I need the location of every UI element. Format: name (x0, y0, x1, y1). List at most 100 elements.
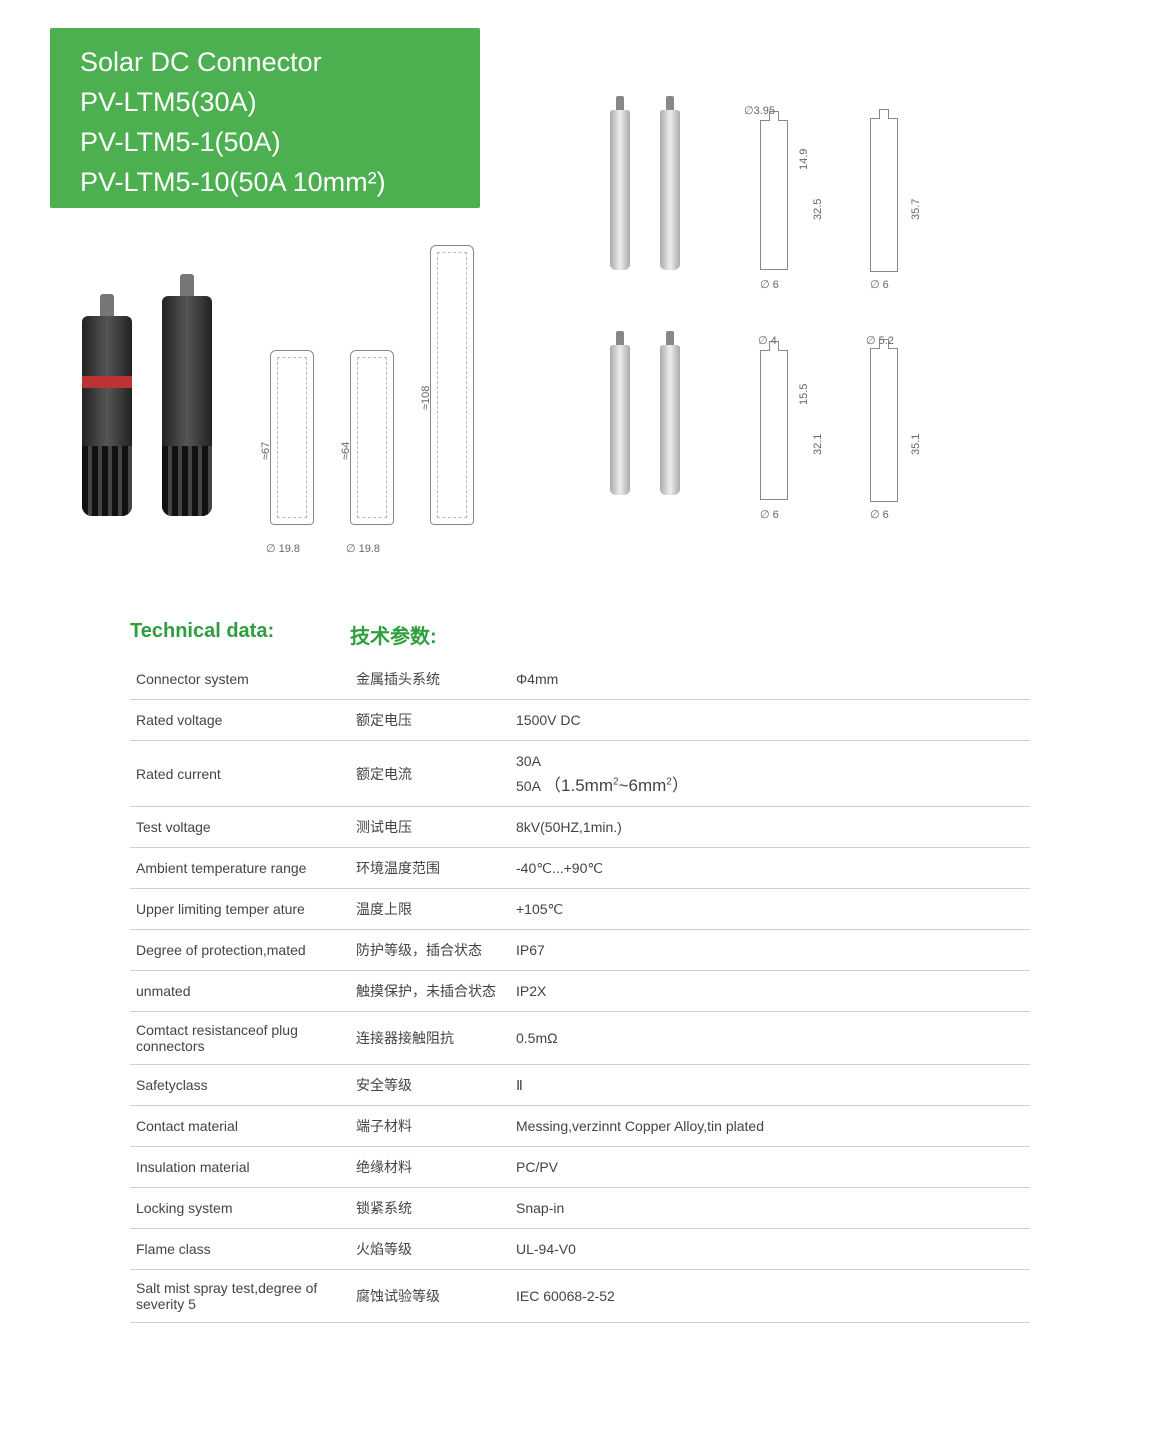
spec-val: 0.5mΩ (510, 1012, 1030, 1065)
dim-pin-ba-ht: 32.1 (812, 434, 824, 455)
spec-en: Salt mist spray test,degree of severity … (130, 1270, 350, 1323)
dim-pin-bb-diab: ∅ 6 (870, 508, 889, 521)
dim-conn-a-h: ≈67 (260, 442, 272, 460)
spec-val: IEC 60068-2-52 (510, 1270, 1030, 1323)
dim-pin-bb-ht: 35.1 (910, 434, 922, 455)
table-row: Ambient temperature range环境温度范围-40℃...+9… (130, 848, 1030, 889)
spec-cn: 额定电流 (350, 741, 510, 807)
spec-en: unmated (130, 971, 350, 1012)
spec-val: UL-94-V0 (510, 1229, 1030, 1270)
spec-cn: 火焰等级 (350, 1229, 510, 1270)
spec-cn: 测试电压 (350, 807, 510, 848)
title-line-2: PV-LTM5(30A) (80, 82, 454, 122)
spec-cn: 绝缘材料 (350, 1147, 510, 1188)
table-row: Contact material端子材料Messing,verzinnt Cop… (130, 1106, 1030, 1147)
spec-en: Safetyclass (130, 1065, 350, 1106)
spec-en: Contact material (130, 1106, 350, 1147)
dim-pin-ta-ht: 32.5 (812, 199, 824, 220)
connector-outline-a (270, 350, 314, 525)
dim-pin-tb-ht: 35.7 (910, 199, 922, 220)
spec-val: 30A50A （1.5mm2~6mm2） (510, 741, 1030, 807)
dim-conn-a-d: ∅ 19.8 (266, 542, 300, 555)
table-row: Salt mist spray test,degree of severity … (130, 1270, 1030, 1323)
pin-photo-top-1 (610, 110, 630, 270)
pin-photo-bot-2 (660, 345, 680, 495)
spec-en: Comtact resistanceof plug connectors (130, 1012, 350, 1065)
table-row: Rated current额定电流30A50A （1.5mm2~6mm2） (130, 741, 1030, 807)
table-row: Locking system锁紧系统Snap-in (130, 1188, 1030, 1229)
dim-conn-b-h: ≈64 (340, 442, 352, 460)
spec-en: Degree of protection,mated (130, 930, 350, 971)
spec-cn: 安全等级 (350, 1065, 510, 1106)
table-row: Rated voltage额定电压1500V DC (130, 700, 1030, 741)
pin-drawing-bot-a (760, 350, 788, 500)
spec-cn: 端子材料 (350, 1106, 510, 1147)
spec-en: Connector system (130, 659, 350, 700)
dim-pin-tb-diab: ∅ 6 (870, 278, 889, 291)
pin-drawing-top-b (870, 118, 898, 272)
table-row: Connector system金属插头系统Φ4mm (130, 659, 1030, 700)
spec-val: IP67 (510, 930, 1030, 971)
figure-area: ≈67 ∅ 19.8 ≈64 ∅ 19.8 ≈108 ∅3.95 14.9 32… (50, 230, 1110, 590)
dim-pin-ba-diab: ∅ 6 (760, 508, 779, 521)
spec-en: Upper limiting temper ature (130, 889, 350, 930)
spec-val: 8kV(50HZ,1min.) (510, 807, 1030, 848)
pin-photo-top-2 (660, 110, 680, 270)
table-row: Comtact resistanceof plug connectors连接器接… (130, 1012, 1030, 1065)
spec-val: Messing,verzinnt Copper Alloy,tin plated (510, 1106, 1030, 1147)
dim-pin-ta-diatop: ∅3.95 (744, 104, 775, 117)
spec-en: Rated current (130, 741, 350, 807)
spec-en: Ambient temperature range (130, 848, 350, 889)
spec-table: Connector system金属插头系统Φ4mmRated voltage额… (130, 659, 1030, 1323)
dim-pin-ta-diab: ∅ 6 (760, 278, 779, 291)
spec-en: Locking system (130, 1188, 350, 1229)
spec-val: PC/PV (510, 1147, 1030, 1188)
title-line-3: PV-LTM5-1(50A) (80, 122, 454, 162)
spec-cn: 腐蚀试验等级 (350, 1270, 510, 1323)
spec-val: IP2X (510, 971, 1030, 1012)
dim-conn-c-h: ≈108 (420, 386, 432, 410)
title-line-4: PV-LTM5-10(50A 10mm²) (80, 162, 454, 202)
spec-en: Flame class (130, 1229, 350, 1270)
spec-cn: 防护等级，插合状态 (350, 930, 510, 971)
spec-cn: 环境温度范围 (350, 848, 510, 889)
spec-cn: 金属插头系统 (350, 659, 510, 700)
table-row: Test voltage测试电压8kV(50HZ,1min.) (130, 807, 1030, 848)
spec-val: +105℃ (510, 889, 1030, 930)
technical-data-header: Technical data: 技术参数: (130, 620, 1030, 649)
table-row: Safetyclass安全等级Ⅱ (130, 1065, 1030, 1106)
table-row: Degree of protection,mated防护等级，插合状态IP67 (130, 930, 1030, 971)
dim-pin-ta-h1: 14.9 (798, 149, 810, 170)
spec-val: -40℃...+90℃ (510, 848, 1030, 889)
spec-cn: 连接器接触阻抗 (350, 1012, 510, 1065)
spec-en: Insulation material (130, 1147, 350, 1188)
pin-photo-bot-1 (610, 345, 630, 495)
pin-drawing-top-a (760, 120, 788, 270)
technical-data-section: Technical data: 技术参数: Connector system金属… (130, 620, 1030, 1323)
dim-pin-bb-diatop: ∅ 5.2 (866, 334, 894, 347)
spec-val: Φ4mm (510, 659, 1030, 700)
connector-photo-female (162, 296, 212, 516)
spec-cn: 额定电压 (350, 700, 510, 741)
spec-cn: 温度上限 (350, 889, 510, 930)
table-row: Upper limiting temper ature温度上限+105℃ (130, 889, 1030, 930)
tech-header-cn: 技术参数: (350, 620, 437, 649)
spec-cn: 锁紧系统 (350, 1188, 510, 1229)
dim-pin-ba-diatop: ∅ 4 (758, 334, 777, 347)
title-line-1: Solar DC Connector (80, 42, 454, 82)
connector-photo-male (82, 316, 132, 516)
spec-en: Test voltage (130, 807, 350, 848)
spec-en: Rated voltage (130, 700, 350, 741)
pin-drawing-bot-b (870, 348, 898, 502)
dim-conn-b-d: ∅ 19.8 (346, 542, 380, 555)
tech-header-en: Technical data: (130, 620, 350, 649)
spec-val: 1500V DC (510, 700, 1030, 741)
dim-pin-ba-h1: 15.5 (798, 384, 810, 405)
table-row: unmated触摸保护，未插合状态IP2X (130, 971, 1030, 1012)
connector-outline-mated (430, 245, 474, 525)
spec-cn: 触摸保护，未插合状态 (350, 971, 510, 1012)
connector-outline-b (350, 350, 394, 525)
spec-val: Ⅱ (510, 1065, 1030, 1106)
spec-val: Snap-in (510, 1188, 1030, 1229)
table-row: Flame class火焰等级UL-94-V0 (130, 1229, 1030, 1270)
